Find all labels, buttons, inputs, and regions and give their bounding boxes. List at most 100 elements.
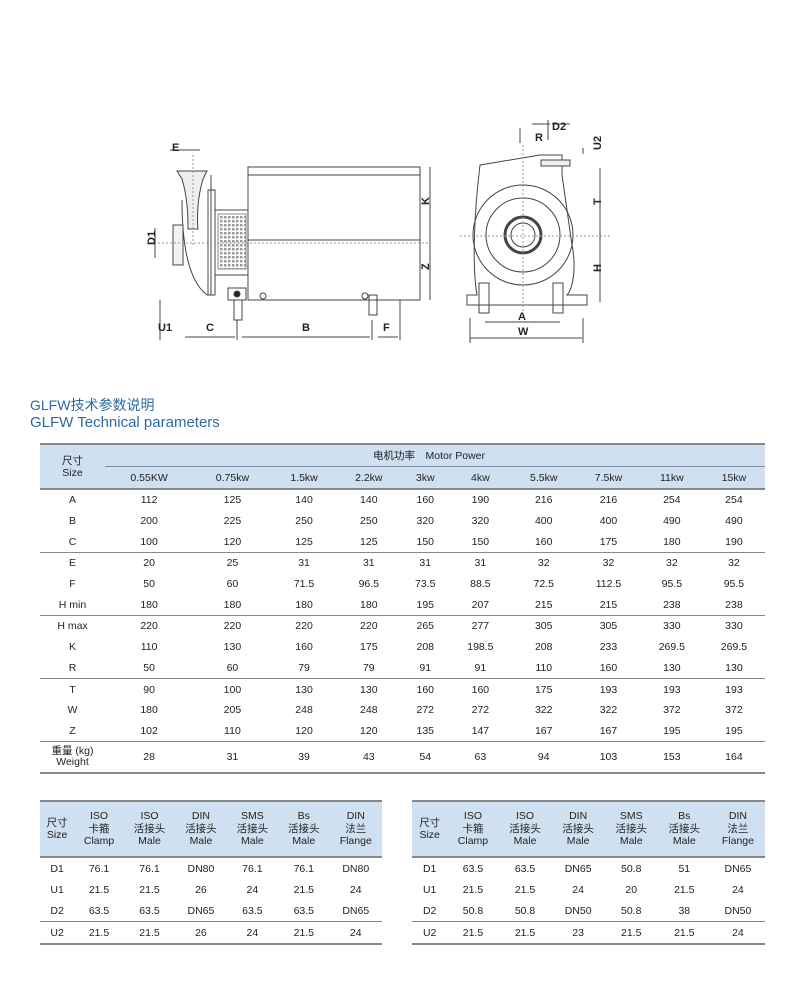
- table-cell: 21.5: [514, 883, 536, 896]
- table-cell: 60: [226, 578, 239, 591]
- table-cell: 43: [362, 750, 375, 763]
- table-cell: 193: [599, 683, 618, 696]
- table-cell: 21.5: [674, 883, 695, 896]
- table-cell: 180: [336, 594, 402, 617]
- table-cell: 20: [143, 557, 155, 570]
- dim-label-u2: U2: [592, 136, 604, 150]
- table-cell: 215: [511, 594, 577, 617]
- table-cell: 265: [416, 620, 435, 633]
- table-cell: 63.5: [514, 862, 536, 875]
- table-cell: 150: [449, 531, 512, 554]
- dim-label-r: R: [535, 132, 543, 144]
- size-header: 尺寸 Size: [40, 444, 105, 490]
- table-cell: 51: [678, 862, 691, 875]
- table-cell: 50.8: [498, 900, 552, 922]
- table-cell: 220: [223, 620, 242, 633]
- table-cell: DN80: [342, 862, 370, 875]
- table-cell: 63: [474, 750, 487, 763]
- table-cell: 305: [599, 620, 618, 633]
- table-cell: 372: [663, 704, 681, 717]
- table-cell: 95.5: [661, 578, 683, 591]
- table-cell: 180: [271, 594, 337, 617]
- table-cell: 254: [663, 494, 681, 507]
- table-cell: 248: [360, 704, 378, 717]
- table-cell: DN50: [551, 900, 605, 922]
- table-cell: 63.5: [74, 900, 124, 922]
- table-row: H max 220 220 220 220 265 277 305 305 330 330: [40, 616, 765, 637]
- row-label: A: [68, 494, 76, 507]
- table-row: U1 21.5 21.5 26 24 21.5 24: [40, 879, 382, 900]
- table-row: U2 21.5 21.5 26 24 21.5 24: [40, 922, 382, 945]
- dim-label-b: B: [302, 322, 310, 334]
- table-cell: 130: [702, 657, 765, 680]
- row-label: F: [69, 578, 76, 591]
- table-row: Z 102 110 120 120 135 147 167 167 195 195: [40, 720, 765, 743]
- table-cell: 26: [195, 883, 207, 896]
- table-cell: 39: [298, 750, 310, 763]
- power-column-header: 5.5kw: [530, 471, 558, 484]
- connection-column-header: ISO 卡箍 Clamp: [447, 801, 499, 858]
- table-cell: 72.5: [533, 578, 554, 591]
- table-cell: 330: [663, 620, 681, 633]
- row-label: T: [69, 683, 76, 696]
- row-label: D1: [50, 862, 64, 875]
- table-cell: 120: [336, 720, 402, 743]
- table-cell: 205: [223, 704, 242, 717]
- section-title-en: GLFW Technical parameters: [30, 414, 220, 431]
- table-cell: 21.5: [88, 883, 110, 896]
- power-column-header: 3kw: [415, 471, 435, 484]
- table-cell: 140: [295, 494, 313, 507]
- section-title-cn: GLFW技术参数说明: [30, 397, 155, 413]
- table-cell: 248: [295, 704, 313, 717]
- table-cell: 31: [298, 557, 310, 570]
- power-column-header: 0.55KW: [130, 471, 168, 484]
- table-cell: 164: [725, 750, 743, 763]
- table-cell: 38: [657, 900, 711, 922]
- table-cell: 21.5: [674, 926, 695, 939]
- table-cell: 207: [449, 594, 512, 617]
- table-cell: 195: [640, 720, 703, 743]
- table-cell: 23: [572, 926, 584, 939]
- table-cell: 193: [725, 683, 743, 696]
- table-cell: 220: [140, 620, 158, 633]
- table-cell: 79: [336, 657, 402, 680]
- table-cell: 20: [625, 883, 638, 896]
- table-cell: 120: [271, 720, 337, 743]
- table-cell: 94: [537, 750, 550, 763]
- size-header-cn: 尺寸: [62, 454, 83, 467]
- table-cell: 175: [534, 683, 553, 696]
- connection-column-header: 尺寸 Size: [40, 801, 75, 858]
- table-cell: 63.5: [123, 900, 176, 922]
- dim-label-d1: D1: [146, 231, 158, 245]
- table-row: D2 63.5 63.5 DN65 63.5 63.5 DN65: [40, 900, 382, 922]
- connection-table-small: 尺寸 Size ISO 卡箍 Clamp ISO 活接头 Male DIN 活接头 M…: [412, 800, 765, 945]
- table-cell: 50.8: [447, 900, 499, 922]
- table-cell: 195: [401, 594, 450, 617]
- row-label: C: [40, 531, 105, 554]
- power-column-header: 2.2kw: [355, 471, 383, 484]
- connection-column-header: ISO 活接头 Male: [498, 801, 552, 858]
- table-cell: 160: [416, 494, 435, 507]
- table-cell: 24: [732, 926, 744, 939]
- row-label: W: [67, 704, 78, 717]
- table-cell: 21.5: [462, 883, 484, 896]
- table-cell: 24: [572, 883, 584, 896]
- row-label: H min: [40, 594, 105, 617]
- table-cell: 125: [271, 531, 337, 554]
- table-cell: 150: [401, 531, 450, 554]
- table-cell: 272: [416, 704, 435, 717]
- table-cell: 320: [416, 515, 435, 528]
- table-cell: 175: [360, 641, 378, 654]
- table-cell: 305: [534, 620, 553, 633]
- table-row: A 112 125 140 140 160 190 216 216 254 254: [40, 489, 765, 511]
- connection-column-header: SMS 活接头 Male: [226, 801, 279, 858]
- table-cell: 130: [295, 683, 313, 696]
- table-cell: 190: [702, 531, 765, 554]
- connection-column-header: DIN 法兰 Flange: [329, 801, 382, 858]
- connection-column-header: SMS 活接头 Male: [604, 801, 658, 858]
- table-row: H min 180 180 180 180 195 207 215 215 238 238: [40, 594, 765, 617]
- table-cell: 490: [663, 515, 681, 528]
- table-cell: 215: [576, 594, 641, 617]
- table-cell: 50.8: [604, 900, 658, 922]
- table-cell: 63.5: [278, 900, 330, 922]
